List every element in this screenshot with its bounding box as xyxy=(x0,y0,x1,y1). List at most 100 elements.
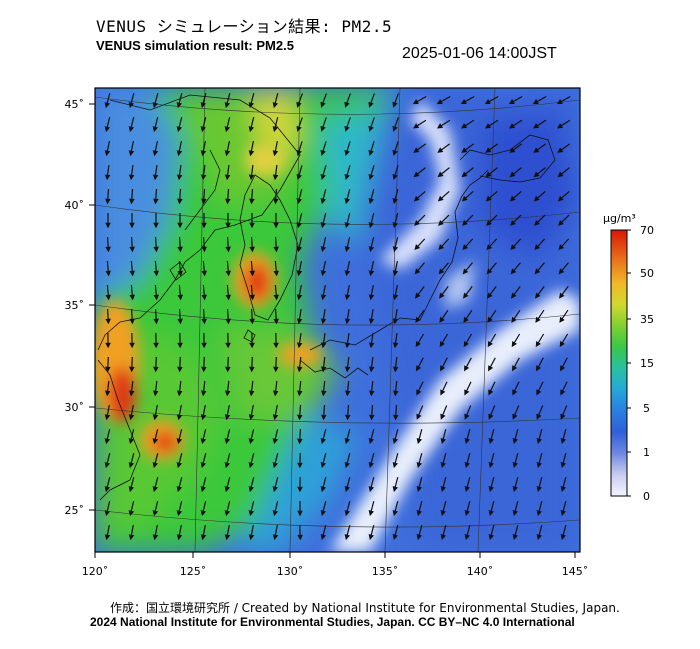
wind-arrow-head xyxy=(392,437,398,445)
wind-arrow-head xyxy=(176,438,183,445)
wind-arrow-head xyxy=(344,485,350,493)
wind-arrow-head xyxy=(153,246,159,253)
wind-arrow-head xyxy=(176,534,183,541)
wind-arrow-head xyxy=(177,318,183,325)
wind-arrow-head xyxy=(104,414,111,421)
wind-arrow-head xyxy=(464,365,470,372)
wind-arrow-head xyxy=(296,222,302,229)
wind-arrow-head xyxy=(437,147,444,153)
wind-arrow-head xyxy=(392,461,398,469)
wind-arrow-head xyxy=(225,198,231,205)
wind-arrow-head xyxy=(201,366,207,373)
wind-arrow-head xyxy=(225,318,231,325)
wind-arrow-head xyxy=(320,149,326,156)
wind-arrow-head xyxy=(344,222,350,229)
wind-arrow-head xyxy=(296,173,302,180)
wind-arrow-head xyxy=(320,437,326,445)
wind-arrow-head xyxy=(486,292,493,299)
wind-arrow-head xyxy=(153,270,160,277)
wind-arrow-head xyxy=(225,294,232,301)
wind-arrow-head xyxy=(487,340,493,348)
wind-arrow-head xyxy=(201,318,207,325)
wind-arrow-head xyxy=(201,222,207,229)
wind-arrow-head xyxy=(296,125,302,132)
wind-arrow-head xyxy=(560,365,566,372)
wind-arrow-head xyxy=(560,437,566,445)
wind-arrow-head xyxy=(129,318,135,325)
wind-arrow-head xyxy=(509,147,516,153)
wind-arrow-head xyxy=(104,126,110,133)
wind-arrow-head xyxy=(344,173,350,180)
wind-arrow-head xyxy=(272,534,279,541)
wind-arrow-head xyxy=(128,534,135,541)
wind-arrow-head xyxy=(152,534,159,541)
wind-arrow-head xyxy=(249,270,256,277)
wind-arrow-head xyxy=(128,510,135,517)
wind-arrow-head xyxy=(129,198,135,205)
wind-arrow-head xyxy=(368,414,375,421)
wind-arrow-head xyxy=(105,366,111,373)
lat-label-45: 45˚ xyxy=(65,98,85,111)
wind-arrow-head xyxy=(512,461,518,469)
wind-arrow-head xyxy=(464,389,470,396)
wind-arrow-head xyxy=(440,485,446,493)
wind-arrow-head xyxy=(200,438,207,445)
wind-arrow-head xyxy=(152,438,159,445)
wind-arrow-head xyxy=(464,533,470,541)
wind-arrow-head xyxy=(176,390,183,397)
wind-arrow-head xyxy=(104,462,111,469)
wind-arrow-head xyxy=(560,509,566,517)
wind-arrow-head xyxy=(438,268,445,275)
wind-arrow-head xyxy=(129,342,135,349)
wind-arrow-head xyxy=(128,390,135,397)
wind-arrow-head xyxy=(272,390,279,397)
wind-arrow-head xyxy=(248,390,255,397)
wind-arrow-head xyxy=(488,413,494,420)
wind-arrow-head xyxy=(344,101,350,108)
wind-arrow-head xyxy=(559,340,565,348)
wind-arrow-head xyxy=(438,244,445,251)
wind-arrow-head xyxy=(176,174,183,181)
wind-arrow-head xyxy=(297,534,303,541)
wind-arrow-head xyxy=(177,222,183,229)
wind-arrow-head xyxy=(368,197,374,205)
wind-arrow-head xyxy=(224,462,231,469)
lon-label-130: 130˚ xyxy=(277,565,304,578)
wind-arrow-head xyxy=(512,485,518,493)
wind-arrow-head xyxy=(488,509,494,517)
wind-arrow-head xyxy=(152,414,159,421)
wind-arrow-head xyxy=(273,270,280,277)
wind-arrow-head xyxy=(558,219,564,226)
wind-arrow-head xyxy=(536,437,542,445)
wind-arrow-head xyxy=(320,294,327,301)
wind-arrow-head xyxy=(536,485,542,493)
wind-arrow-head xyxy=(509,171,516,178)
wind-arrow-head xyxy=(344,294,351,301)
wind-arrow-head xyxy=(153,366,159,373)
wind-arrow-head xyxy=(392,366,399,373)
wind-arrow-head xyxy=(296,197,302,205)
wind-vector-field xyxy=(104,93,571,541)
wind-arrow-head xyxy=(557,123,564,129)
wind-arrow-head xyxy=(104,438,111,445)
wind-arrow-head xyxy=(200,462,207,469)
wind-arrow-head xyxy=(512,533,518,541)
wind-arrow-head xyxy=(224,486,231,493)
wind-arrow-head xyxy=(461,147,468,153)
wind-arrow-head xyxy=(462,292,469,299)
wind-arrow-head xyxy=(464,437,470,445)
wind-arrow-head xyxy=(440,509,446,517)
wind-arrow-head xyxy=(392,294,399,301)
wind-arrow-head xyxy=(558,292,565,299)
wind-arrow-head xyxy=(560,533,566,541)
wind-arrow-head xyxy=(128,486,135,493)
lon-label-125: 125˚ xyxy=(180,565,207,578)
wind-arrow-head xyxy=(344,318,351,325)
wind-arrow-head xyxy=(177,366,183,373)
wind-arrow-head xyxy=(104,390,111,397)
wind-arrow-head xyxy=(152,462,159,469)
wind-arrow-head xyxy=(200,414,207,421)
wind-arrow-head xyxy=(416,533,422,541)
wind-arrow-head xyxy=(368,246,375,253)
wind-arrow-head xyxy=(535,340,541,348)
